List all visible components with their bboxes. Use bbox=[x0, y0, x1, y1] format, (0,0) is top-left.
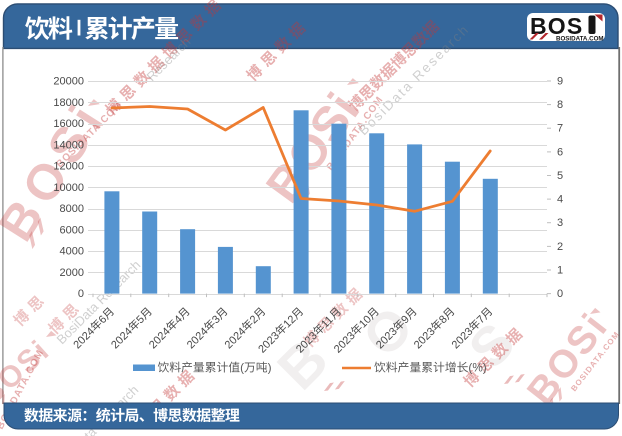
svg-text:6: 6 bbox=[557, 146, 563, 158]
svg-text:7: 7 bbox=[557, 123, 563, 135]
svg-text:20000: 20000 bbox=[53, 76, 84, 88]
svg-text:0: 0 bbox=[557, 288, 563, 300]
svg-text:14000: 14000 bbox=[53, 139, 84, 151]
svg-text:2024: 2024 bbox=[223, 326, 249, 352]
svg-text:2000: 2000 bbox=[60, 267, 84, 279]
svg-text:1: 1 bbox=[557, 265, 563, 277]
svg-text:2024: 2024 bbox=[147, 326, 173, 352]
svg-text:8: 8 bbox=[557, 99, 563, 111]
svg-text:2024: 2024 bbox=[109, 326, 135, 352]
svg-text:): ) bbox=[268, 361, 272, 375]
svg-text:18000: 18000 bbox=[53, 97, 84, 109]
svg-text:10000: 10000 bbox=[53, 182, 84, 194]
svg-text:5: 5 bbox=[557, 170, 563, 182]
svg-text:0: 0 bbox=[78, 288, 84, 300]
svg-text:12000: 12000 bbox=[53, 161, 84, 173]
svg-text:BOSIDATA.COM: BOSIDATA.COM bbox=[556, 36, 604, 43]
svg-text:4000: 4000 bbox=[60, 246, 84, 258]
svg-text:8000: 8000 bbox=[60, 203, 84, 215]
svg-text:3: 3 bbox=[557, 217, 563, 229]
svg-text:S: S bbox=[457, 311, 527, 381]
svg-text:2023: 2023 bbox=[332, 330, 358, 356]
svg-text:2024: 2024 bbox=[185, 326, 211, 352]
svg-text:(%): (%) bbox=[468, 361, 486, 375]
svg-text:9: 9 bbox=[557, 76, 563, 88]
svg-text:16000: 16000 bbox=[53, 118, 84, 130]
svg-text:2: 2 bbox=[557, 241, 563, 253]
svg-text:(: ( bbox=[240, 361, 244, 375]
svg-text:BOS: BOS bbox=[530, 13, 583, 39]
svg-text:6000: 6000 bbox=[60, 224, 84, 236]
svg-text:4: 4 bbox=[557, 194, 563, 206]
